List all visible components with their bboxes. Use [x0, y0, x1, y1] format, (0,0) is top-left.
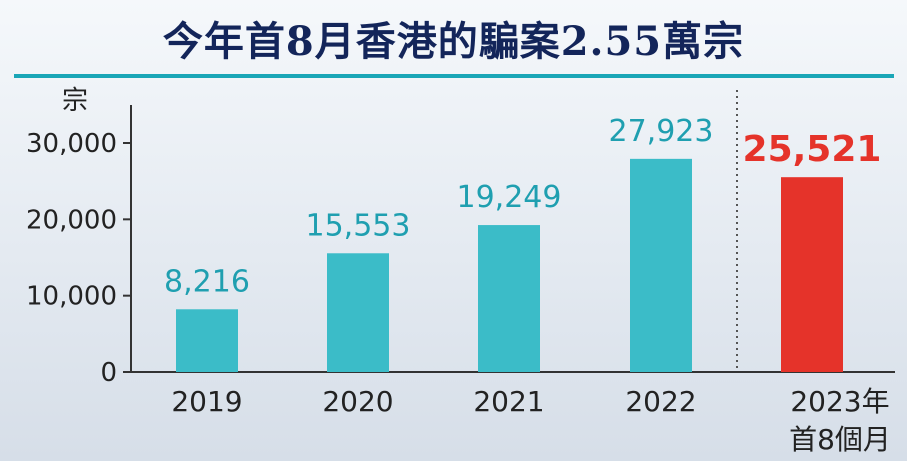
data-label-4: 25,521	[743, 129, 882, 170]
title-bar: 今年首8月香港的騙案2.55萬宗	[0, 0, 907, 76]
y-tick-label: 0	[100, 358, 117, 388]
x-tick-label-3: 2022	[625, 385, 696, 418]
data-label-3: 27,923	[609, 114, 714, 149]
x-tick-label-2: 2021	[473, 385, 544, 418]
bar-2	[478, 225, 540, 372]
data-label-2: 19,249	[457, 180, 562, 215]
x-tick-label-line: 2020	[322, 385, 393, 418]
bar-3	[630, 158, 692, 372]
y-tick-label: 30,000	[26, 129, 117, 159]
y-tick-label: 10,000	[26, 282, 117, 312]
y-axis-unit-label: 宗	[62, 86, 88, 116]
x-tick-label-line: 2022	[625, 385, 696, 418]
x-tick-label-line: 首8個月	[789, 423, 891, 456]
x-tick-label-1: 2020	[322, 385, 393, 418]
x-tick-label-0: 2019	[171, 385, 242, 418]
x-tick-label-4: 2023年首8個月	[789, 385, 891, 456]
bar-0	[176, 309, 238, 372]
chart-title: 今年首8月香港的騙案2.55萬宗	[162, 18, 745, 65]
bar-1	[327, 253, 389, 372]
x-tick-label-line: 2021	[473, 385, 544, 418]
data-label-1: 15,553	[306, 208, 411, 243]
x-tick-label-line: 2019	[171, 385, 242, 418]
title-underline	[14, 74, 894, 78]
data-label-0: 8,216	[164, 264, 250, 299]
x-tick-label-line: 2023年	[790, 385, 889, 418]
bar-4	[781, 177, 843, 372]
y-tick-label: 20,000	[26, 205, 117, 235]
